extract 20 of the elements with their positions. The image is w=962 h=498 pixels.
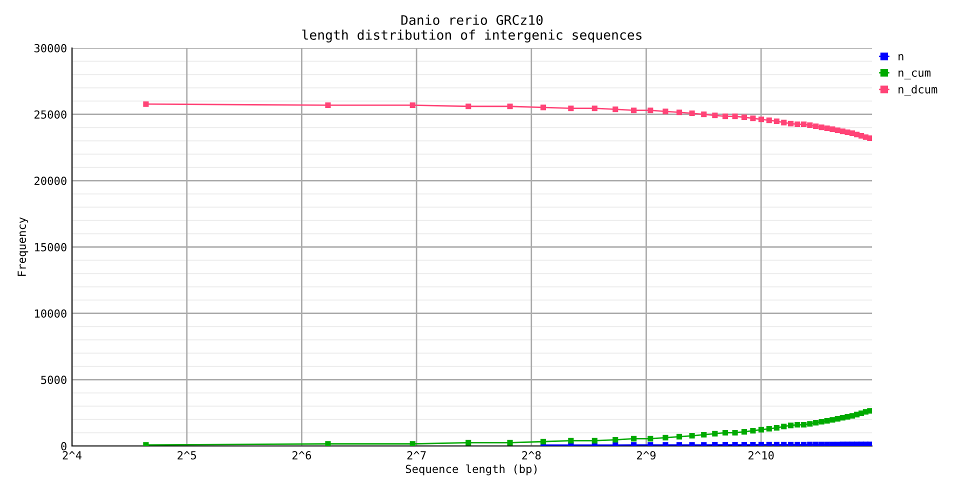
- y-tick-label: 30000: [34, 44, 66, 52]
- y-tick-label: 5000: [41, 376, 66, 384]
- y-tick-label: 20000: [34, 176, 66, 186]
- y-tick-label: 15000: [35, 243, 66, 252]
- x-tick-label: 2^8: [522, 451, 541, 460]
- legend-label: n_cum: [898, 70, 930, 80]
- x-tick-label: 2^10: [748, 451, 774, 460]
- y-tick-label: 0: [61, 442, 66, 450]
- x-tick-label: 2^5: [178, 451, 196, 460]
- x-tick-label: 2^6: [292, 451, 312, 460]
- x-tick-label: 2^4: [62, 451, 82, 460]
- x-tick-label: 2^9: [637, 451, 656, 460]
- chart-title: Danio rerio GRCz10 length distribution of intergenic sequences: [302, 14, 642, 42]
- y-axis-title: Frequency: [18, 217, 28, 276]
- legend-label: n_dcum: [898, 84, 938, 96]
- y-tick-label: 25000: [34, 110, 66, 119]
- y-tick-label: 10000: [35, 309, 66, 318]
- x-tick-label: 2^7: [407, 451, 426, 460]
- legend-label: n: [898, 54, 904, 60]
- x-axis-title: Sequence length (bp): [406, 464, 537, 476]
